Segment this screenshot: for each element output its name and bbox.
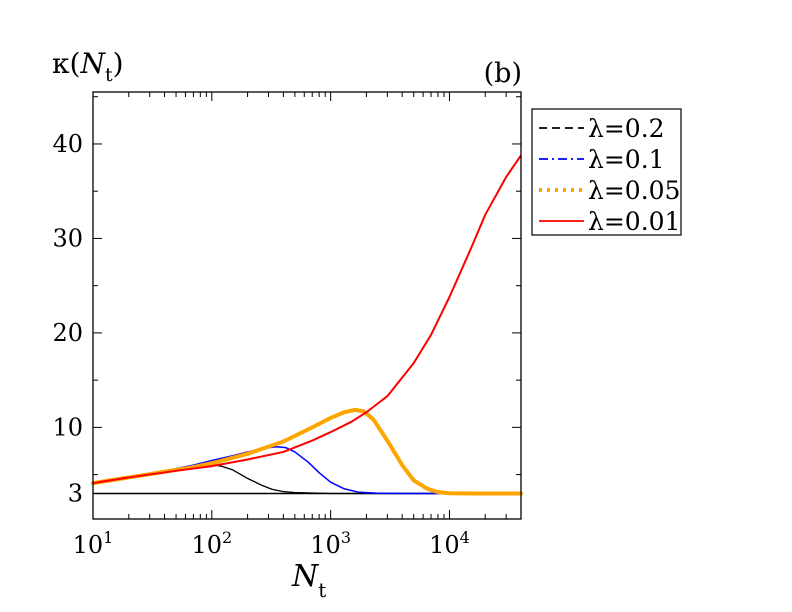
y-tick-label: 40 <box>52 130 83 158</box>
series-line-0 <box>92 464 521 495</box>
x-tick-label: 104 <box>429 528 470 559</box>
y-axis-label: κ(Nt) <box>52 47 124 86</box>
x-tick-label: 101 <box>73 528 114 559</box>
plot-frame <box>92 91 522 520</box>
series-line-3 <box>92 154 522 485</box>
y-tick-label: 10 <box>52 413 83 441</box>
y-tick-label: 3 <box>68 479 83 507</box>
legend-label: λ=0.2 <box>588 114 665 143</box>
legend-label: λ=0.01 <box>588 207 680 236</box>
legend-label: λ=0.1 <box>588 145 665 174</box>
series-line-1 <box>92 445 521 495</box>
x-tick-label: 103 <box>310 528 351 559</box>
y-tick-label: 30 <box>52 224 83 252</box>
ticks-layer: 101 102 103 104 3 10 20 30 40 <box>52 92 522 559</box>
panel-label: (b) <box>484 58 522 89</box>
series-layer <box>91 154 523 496</box>
y-tick-label: 20 <box>52 319 83 347</box>
legend-label: λ=0.05 <box>588 176 680 205</box>
legend-box <box>531 108 682 236</box>
x-axis-label: Nt <box>291 559 326 602</box>
legend: λ=0.2λ=0.1λ=0.05λ=0.01 <box>531 108 682 236</box>
series-line-2 <box>91 407 523 496</box>
x-tick-label: 102 <box>191 528 232 559</box>
